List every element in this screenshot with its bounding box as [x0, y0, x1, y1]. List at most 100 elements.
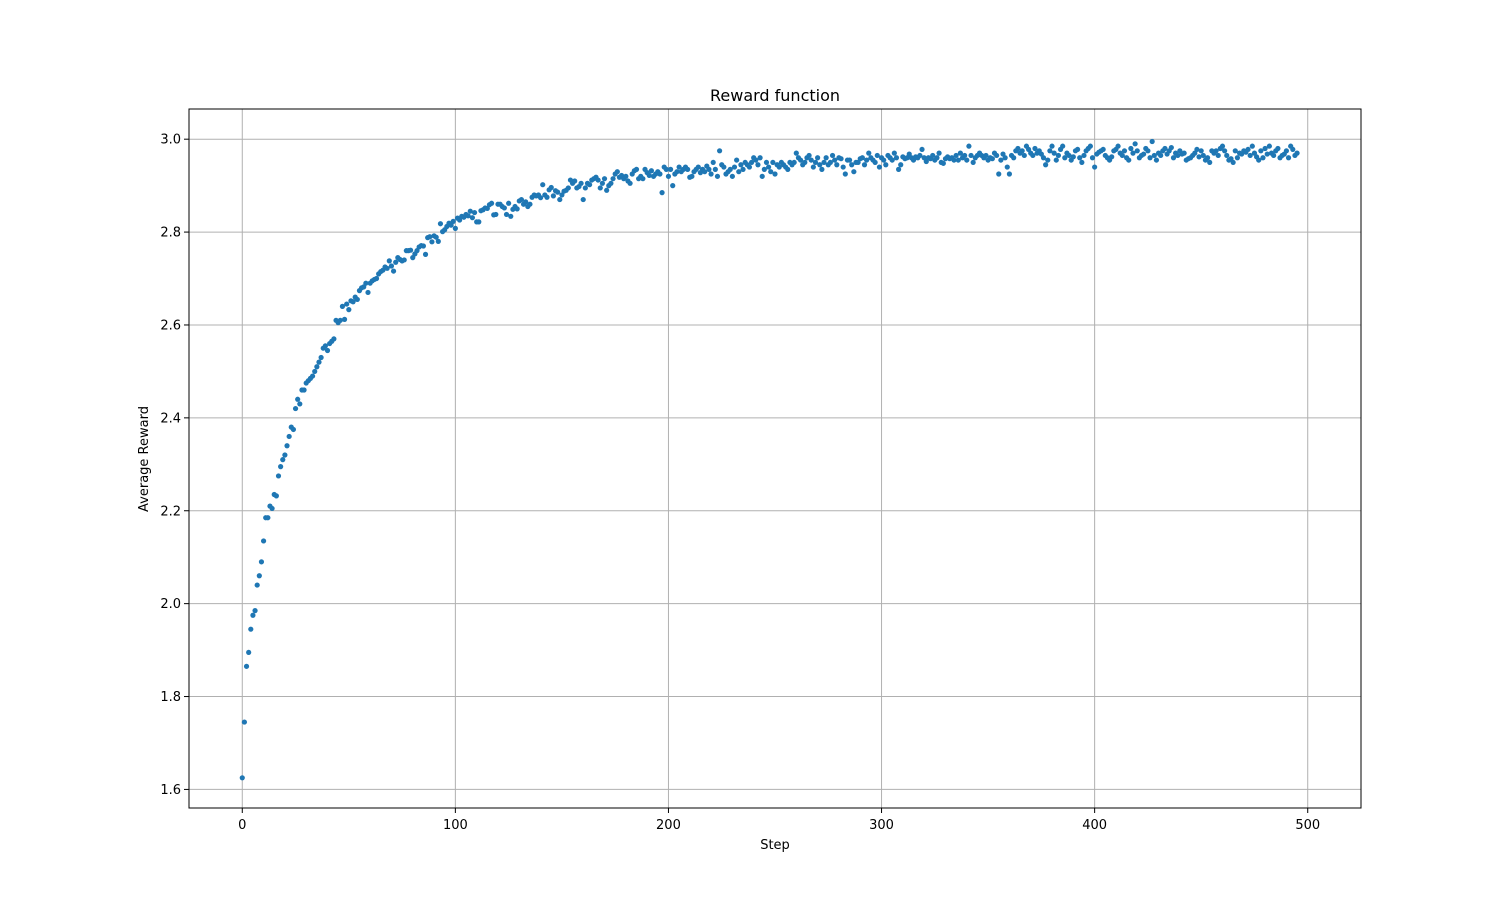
- y-tick-label: 1.6: [160, 783, 181, 798]
- data-point: [753, 157, 759, 163]
- data-point: [469, 215, 476, 221]
- data-point: [1271, 152, 1277, 159]
- data-point: [895, 166, 902, 172]
- data-point: [748, 159, 755, 166]
- data-point: [1121, 148, 1128, 154]
- data-point: [934, 155, 940, 161]
- data-point: [523, 199, 529, 205]
- data-point: [812, 159, 819, 166]
- data-point: [917, 152, 923, 159]
- data-point: [727, 166, 733, 172]
- data-point: [827, 159, 834, 166]
- data-point: [239, 775, 245, 781]
- data-point: [994, 152, 1000, 159]
- data-point: [761, 166, 767, 172]
- data-point: [648, 168, 655, 174]
- data-point: [791, 159, 797, 166]
- data-point: [1119, 152, 1125, 159]
- data-point: [776, 164, 782, 170]
- data-point: [957, 150, 963, 156]
- data-point: [312, 368, 318, 375]
- data-point: [806, 152, 812, 159]
- data-point: [275, 473, 282, 479]
- data-point: [318, 354, 324, 361]
- data-point: [1004, 164, 1010, 170]
- data-point: [1290, 146, 1296, 153]
- data-point: [808, 157, 814, 163]
- data-point: [331, 336, 337, 342]
- data-point: [665, 173, 672, 179]
- data-point: [503, 211, 510, 218]
- data-point: [706, 166, 712, 172]
- data-point: [346, 307, 352, 313]
- data-point: [919, 146, 925, 153]
- y-tick-label: 1.8: [160, 690, 181, 705]
- data-point: [832, 157, 838, 163]
- data-point: [819, 166, 825, 172]
- data-point: [290, 426, 297, 433]
- data-point: [582, 185, 588, 191]
- x-tick-label: 200: [656, 818, 681, 833]
- data-point: [842, 171, 848, 177]
- data-point: [810, 164, 816, 170]
- data-point: [1256, 157, 1262, 163]
- data-point: [1055, 152, 1062, 159]
- y-axis-ticks: 1.6 1.8 2.0 2.2 2.4 2.6 2.8 3.0: [160, 133, 189, 798]
- data-point: [861, 162, 868, 168]
- data-point: [823, 155, 829, 161]
- data-point: [1002, 155, 1008, 161]
- data-point: [702, 169, 708, 175]
- data-point: [241, 719, 248, 725]
- data-point: [1200, 152, 1206, 159]
- data-point: [817, 162, 823, 168]
- data-point: [1128, 145, 1134, 152]
- data-point: [258, 559, 265, 565]
- data-point: [506, 200, 512, 206]
- data-point: [1019, 148, 1025, 154]
- data-point: [1196, 154, 1202, 160]
- data-point: [550, 193, 556, 199]
- data-point: [667, 166, 674, 172]
- data-point: [1262, 145, 1268, 152]
- data-point: [314, 364, 320, 370]
- data-point: [1077, 155, 1083, 161]
- data-point: [599, 180, 605, 186]
- data-point: [1264, 151, 1270, 157]
- data-point: [467, 208, 473, 214]
- data-point: [1170, 155, 1177, 161]
- data-points: [239, 138, 1300, 781]
- data-point: [633, 166, 640, 172]
- data-point: [493, 211, 499, 218]
- data-point: [1194, 146, 1200, 153]
- data-point: [337, 317, 343, 323]
- data-point: [252, 608, 258, 614]
- data-point: [437, 221, 444, 227]
- data-point: [689, 173, 695, 179]
- data-point: [772, 171, 778, 177]
- data-point: [1070, 154, 1076, 160]
- data-point: [254, 582, 260, 588]
- data-point: [401, 257, 407, 263]
- data-point: [452, 225, 458, 231]
- data-point: [1030, 152, 1036, 159]
- x-axis-label: Step: [760, 838, 790, 853]
- data-point: [316, 359, 322, 365]
- data-point: [953, 152, 959, 159]
- data-point: [363, 280, 369, 286]
- data-point: [322, 343, 328, 349]
- data-point: [851, 169, 857, 175]
- data-point: [422, 251, 429, 257]
- data-point: [729, 173, 735, 179]
- data-point: [604, 187, 610, 193]
- data-point: [344, 301, 350, 307]
- data-point: [710, 159, 716, 166]
- data-point: [548, 184, 554, 191]
- data-point: [770, 159, 776, 166]
- data-point: [1147, 155, 1153, 161]
- data-point: [608, 180, 614, 186]
- data-point: [1285, 155, 1292, 161]
- y-tick-label: 2.8: [160, 226, 181, 241]
- y-tick-label: 3.0: [160, 133, 181, 148]
- data-point: [595, 177, 601, 183]
